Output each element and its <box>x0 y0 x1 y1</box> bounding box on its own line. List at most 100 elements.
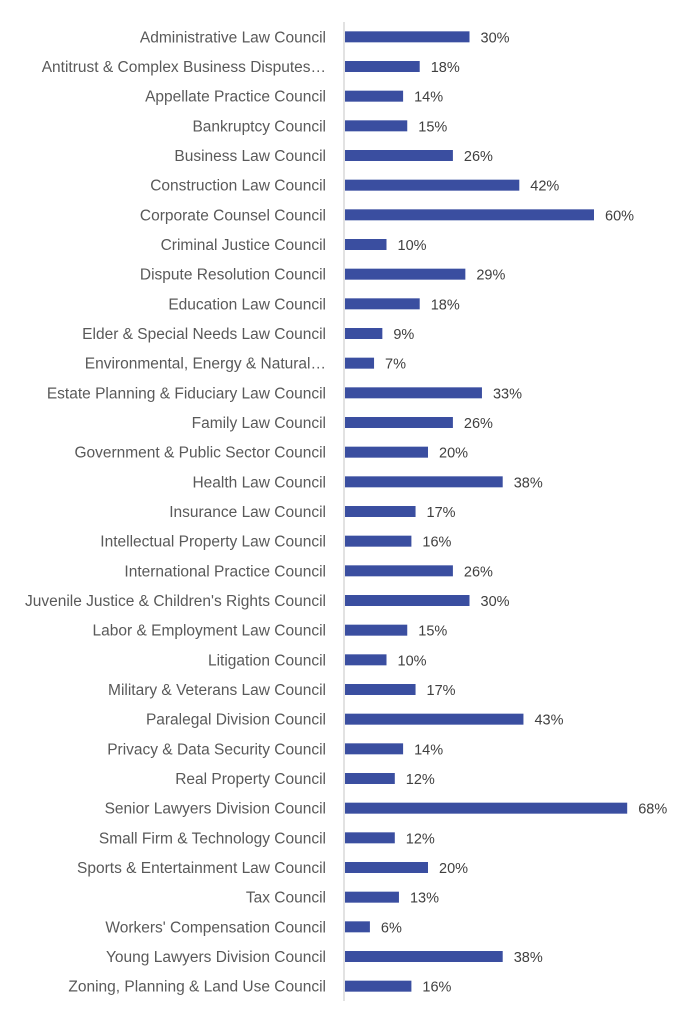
bar <box>345 654 387 666</box>
value-labels: 30%18%14%15%26%42%60%10%29%18%9%7%33%26%… <box>381 30 667 995</box>
category-label: Young Lawyers Division Council <box>106 949 326 966</box>
bar <box>345 446 428 458</box>
data-label: 10% <box>398 238 427 254</box>
bar <box>345 328 383 339</box>
category-label: Labor & Employment Law Council <box>93 623 326 640</box>
category-label: Privacy & Data Security Council <box>107 741 326 758</box>
bar <box>345 150 453 161</box>
data-label: 16% <box>422 535 451 551</box>
data-label: 43% <box>534 713 563 729</box>
bar <box>345 891 399 903</box>
bar <box>345 417 453 428</box>
data-label: 18% <box>431 60 460 76</box>
data-label: 10% <box>398 653 427 669</box>
category-label: Juvenile Justice & Children's Rights Cou… <box>25 593 326 610</box>
category-label: Workers' Compensation Council <box>105 919 326 936</box>
category-label: Tax Council <box>246 890 326 907</box>
bar <box>345 268 466 280</box>
bar <box>345 298 420 310</box>
category-label: Insurance Law Council <box>169 504 326 521</box>
category-label: Administrative Law Council <box>140 29 326 46</box>
bar <box>345 862 428 873</box>
category-label: Senior Lawyers Division Council <box>105 801 326 818</box>
data-label: 16% <box>422 980 451 996</box>
bar <box>345 951 503 962</box>
bar <box>345 506 416 517</box>
category-label: International Practice Council <box>124 563 326 580</box>
category-label: Small Firm & Technology Council <box>99 830 326 847</box>
data-label: 38% <box>514 950 543 966</box>
data-label: 12% <box>406 772 435 788</box>
bar <box>345 684 416 695</box>
category-label: Estate Planning & Fiduciary Law Council <box>47 385 326 402</box>
data-label: 20% <box>439 861 468 877</box>
category-label: Health Law Council <box>192 474 326 491</box>
bar <box>345 624 408 636</box>
category-label: Sports & Entertainment Law Council <box>77 860 326 877</box>
data-label: 15% <box>418 624 447 640</box>
bar <box>345 179 520 191</box>
category-label: Antitrust & Complex Business Disputes… <box>42 59 326 76</box>
bar <box>345 713 524 725</box>
bar <box>345 31 470 43</box>
data-label: 38% <box>514 475 543 491</box>
data-label: 15% <box>418 119 447 135</box>
data-label: 13% <box>410 891 439 907</box>
data-label: 18% <box>431 297 460 313</box>
data-label: 12% <box>406 831 435 847</box>
bar <box>345 120 408 132</box>
category-label: Paralegal Division Council <box>146 712 326 729</box>
bar <box>345 832 395 844</box>
bar <box>345 90 404 102</box>
category-label: Litigation Council <box>208 652 326 669</box>
category-label: Elder & Special Needs Law Council <box>82 326 326 343</box>
bar <box>345 239 387 250</box>
bar <box>345 476 503 488</box>
data-label: 20% <box>439 446 468 462</box>
bar <box>345 357 375 369</box>
category-labels: Administrative Law Council Antitrust & Co… <box>25 29 326 995</box>
category-label: Dispute Resolution Council <box>140 267 326 284</box>
data-label: 7% <box>385 357 406 373</box>
data-label: 29% <box>476 268 505 284</box>
category-label: Zoning, Planning & Land Use Council <box>68 979 326 996</box>
bar <box>345 387 482 399</box>
category-label: Construction Law Council <box>150 178 326 195</box>
category-label: Education Law Council <box>168 296 326 313</box>
data-label: 17% <box>427 505 456 521</box>
data-label: 14% <box>414 90 443 106</box>
bar <box>345 595 470 606</box>
bar <box>345 980 412 992</box>
category-label: Bankruptcy Council <box>192 118 326 135</box>
category-label: Corporate Counsel Council <box>140 207 326 224</box>
bar <box>345 802 628 814</box>
data-label: 6% <box>381 920 402 936</box>
data-label: 26% <box>464 149 493 165</box>
data-label: 26% <box>464 416 493 432</box>
category-label: Real Property Council <box>175 771 326 788</box>
bar <box>345 209 594 221</box>
data-label: 17% <box>427 683 456 699</box>
bar <box>345 61 420 72</box>
category-label: Business Law Council <box>174 148 326 165</box>
bar <box>345 773 395 784</box>
data-label: 68% <box>638 802 667 818</box>
data-label: 42% <box>530 179 559 195</box>
category-label: Criminal Justice Council <box>161 237 326 254</box>
bar <box>345 743 404 755</box>
bar <box>345 535 412 547</box>
data-label: 30% <box>481 594 510 610</box>
data-label: 14% <box>414 742 443 758</box>
data-label: 26% <box>464 564 493 580</box>
data-label: 30% <box>481 30 510 46</box>
category-label: Appellate Practice Council <box>145 89 326 106</box>
data-label: 33% <box>493 386 522 402</box>
category-label: Government & Public Sector Council <box>74 445 326 462</box>
category-label: Military & Veterans Law Council <box>108 682 326 699</box>
bar <box>345 921 370 933</box>
data-label: 60% <box>605 208 634 224</box>
category-label: Family Law Council <box>192 415 326 432</box>
bar <box>345 565 453 577</box>
category-label: Intellectual Property Law Council <box>100 534 326 551</box>
